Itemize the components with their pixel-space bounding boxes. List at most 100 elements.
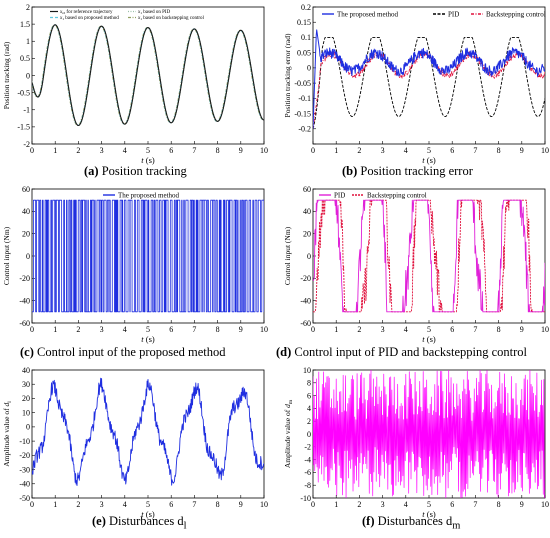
y-tick-label: 10 <box>22 408 30 417</box>
series-pid-b <box>313 36 545 129</box>
caption-b: (b) Position tracking error <box>342 164 473 179</box>
x-tick-label: 8 <box>216 325 220 334</box>
legend-label-a-3: x1 based on backstepping control <box>137 16 205 21</box>
x-tick-label: 1 <box>334 325 338 334</box>
x-tick-label: 5 <box>427 146 431 155</box>
y-tick-label: 0 <box>26 71 30 80</box>
caption-a-tag: (a) <box>84 164 99 178</box>
series-pid-d <box>313 199 545 313</box>
x-tick-label: 5 <box>146 325 150 334</box>
caption-e: (e) Disturbances dl <box>92 514 187 532</box>
x-tick-label: 7 <box>192 146 196 155</box>
y-tick-label: 0.05 <box>297 48 311 57</box>
y-tick-label: -10 <box>300 494 311 503</box>
y-tick-label: -6 <box>304 468 311 477</box>
y-tick-label: 10 <box>303 366 311 375</box>
legend-var: x <box>59 16 63 21</box>
series-dm <box>313 370 545 498</box>
x-tick-label: 0 <box>311 146 315 155</box>
y-tick-label: 60 <box>303 185 311 194</box>
chart-panel-f: 0 1 2 3 4 5 6 7 8 9 10 -10 -8 -6 -4 -2 0 2 4 6 8 10 t (s) Ampli… <box>283 366 549 519</box>
x-axis-label-unit: (s) <box>425 155 436 165</box>
y-tick-label: -40 <box>300 296 311 305</box>
caption-c-text: Control input of the proposed method <box>33 345 226 359</box>
caption-c-tag: (c) <box>20 345 34 359</box>
x-tick-label: 10 <box>260 325 268 334</box>
caption-c: (c) Control input of the proposed method <box>20 345 226 360</box>
x-tick-label: 7 <box>192 325 196 334</box>
legend-label-a-2: x1 based on proposed method <box>59 16 119 21</box>
x-axis-label-var: t <box>422 334 425 344</box>
x-tick-label: 3 <box>381 325 385 334</box>
x-tick-label: 1 <box>53 500 57 509</box>
y-tick-label: -1.5 <box>17 123 30 132</box>
x-axis-label-unit: (s) <box>144 509 155 519</box>
y-tick-label: -50 <box>19 494 30 503</box>
legend-c: The proposed method <box>103 192 180 200</box>
x-tick-label: 0 <box>30 325 34 334</box>
plot-area <box>313 199 545 313</box>
y-tick-label: 40 <box>22 366 30 375</box>
legend-label-b-0: The proposed method <box>337 11 399 19</box>
legend-a: xrd for reference trajectory x1 based on … <box>50 10 205 21</box>
x-tick-label: 7 <box>473 325 477 334</box>
x-axis-label-var: t <box>422 509 425 519</box>
y-tick-label: 0 <box>307 64 311 73</box>
y-tick-label: 2 <box>307 417 311 426</box>
x-tick-label: 2 <box>76 500 80 509</box>
y-tick-label: 0.15 <box>297 18 311 27</box>
x-tick-label: 8 <box>497 325 501 334</box>
y-axis-label-sub: l <box>7 401 13 403</box>
x-axis-label: t (s) <box>422 334 436 344</box>
series-proposed-b <box>313 29 545 129</box>
x-tick-label: 8 <box>497 146 501 155</box>
series-reference-a <box>32 24 264 127</box>
x-tick-label: 4 <box>404 325 408 334</box>
x-tick-label: 6 <box>450 325 454 334</box>
plot-area <box>32 377 264 486</box>
y-tick-label: 30 <box>22 380 30 389</box>
y-tick-label: -20 <box>19 274 30 283</box>
x-tick-label: 8 <box>216 500 220 509</box>
y-tick-label: -0.1 <box>298 94 311 103</box>
x-tick-label: 8 <box>216 146 220 155</box>
x-tick-label: 1 <box>53 146 57 155</box>
y-axis-label-var: d <box>2 403 11 407</box>
x-tick-label: 1 <box>334 146 338 155</box>
legend-label-d-0: PID <box>334 192 345 200</box>
y-axis-label: Position tracking (rad) <box>2 41 11 109</box>
caption-d-text: Control input of PID and backstepping co… <box>291 345 528 359</box>
y-axis-label-text: Amplitude value of <box>2 407 11 467</box>
y-tick-label: 0 <box>26 252 30 261</box>
x-tick-label: 2 <box>76 325 80 334</box>
legend-label-a-0: xrd for reference trajectory <box>59 10 113 15</box>
legend-b: The proposed method PID Backstepping contr… <box>322 11 546 19</box>
legend-rest: based on proposed method <box>64 16 119 21</box>
caption-b-tag: (b) <box>342 164 358 178</box>
series-backstepping-b <box>313 50 545 129</box>
x-tick-label: 10 <box>541 146 549 155</box>
x-axis-label: t (s) <box>141 509 155 519</box>
y-tick-label: -40 <box>19 480 30 489</box>
x-tick-label: 3 <box>381 500 385 509</box>
series-proposed-c <box>32 199 264 313</box>
y-tick-label: 40 <box>303 207 311 216</box>
legend-var: x <box>137 10 141 15</box>
plot-area <box>32 24 264 127</box>
x-axis-label-unit: (s) <box>144 334 155 344</box>
x-tick-label: 0 <box>311 325 315 334</box>
y-axis-label: Control input (Nm) <box>2 226 11 285</box>
plot-area <box>313 29 545 129</box>
x-tick-label: 9 <box>520 146 524 155</box>
y-tick-label: 2 <box>26 3 30 12</box>
x-axis-label-unit: (s) <box>425 509 436 519</box>
x-tick-label: 2 <box>357 325 361 334</box>
x-tick-label: 3 <box>381 146 385 155</box>
x-tick-label: 10 <box>541 325 549 334</box>
x-tick-label: 4 <box>404 146 408 155</box>
x-tick-label: 1 <box>334 500 338 509</box>
plot-area <box>32 199 264 313</box>
x-tick-label: 5 <box>427 500 431 509</box>
y-tick-label: 0.2 <box>301 3 311 12</box>
